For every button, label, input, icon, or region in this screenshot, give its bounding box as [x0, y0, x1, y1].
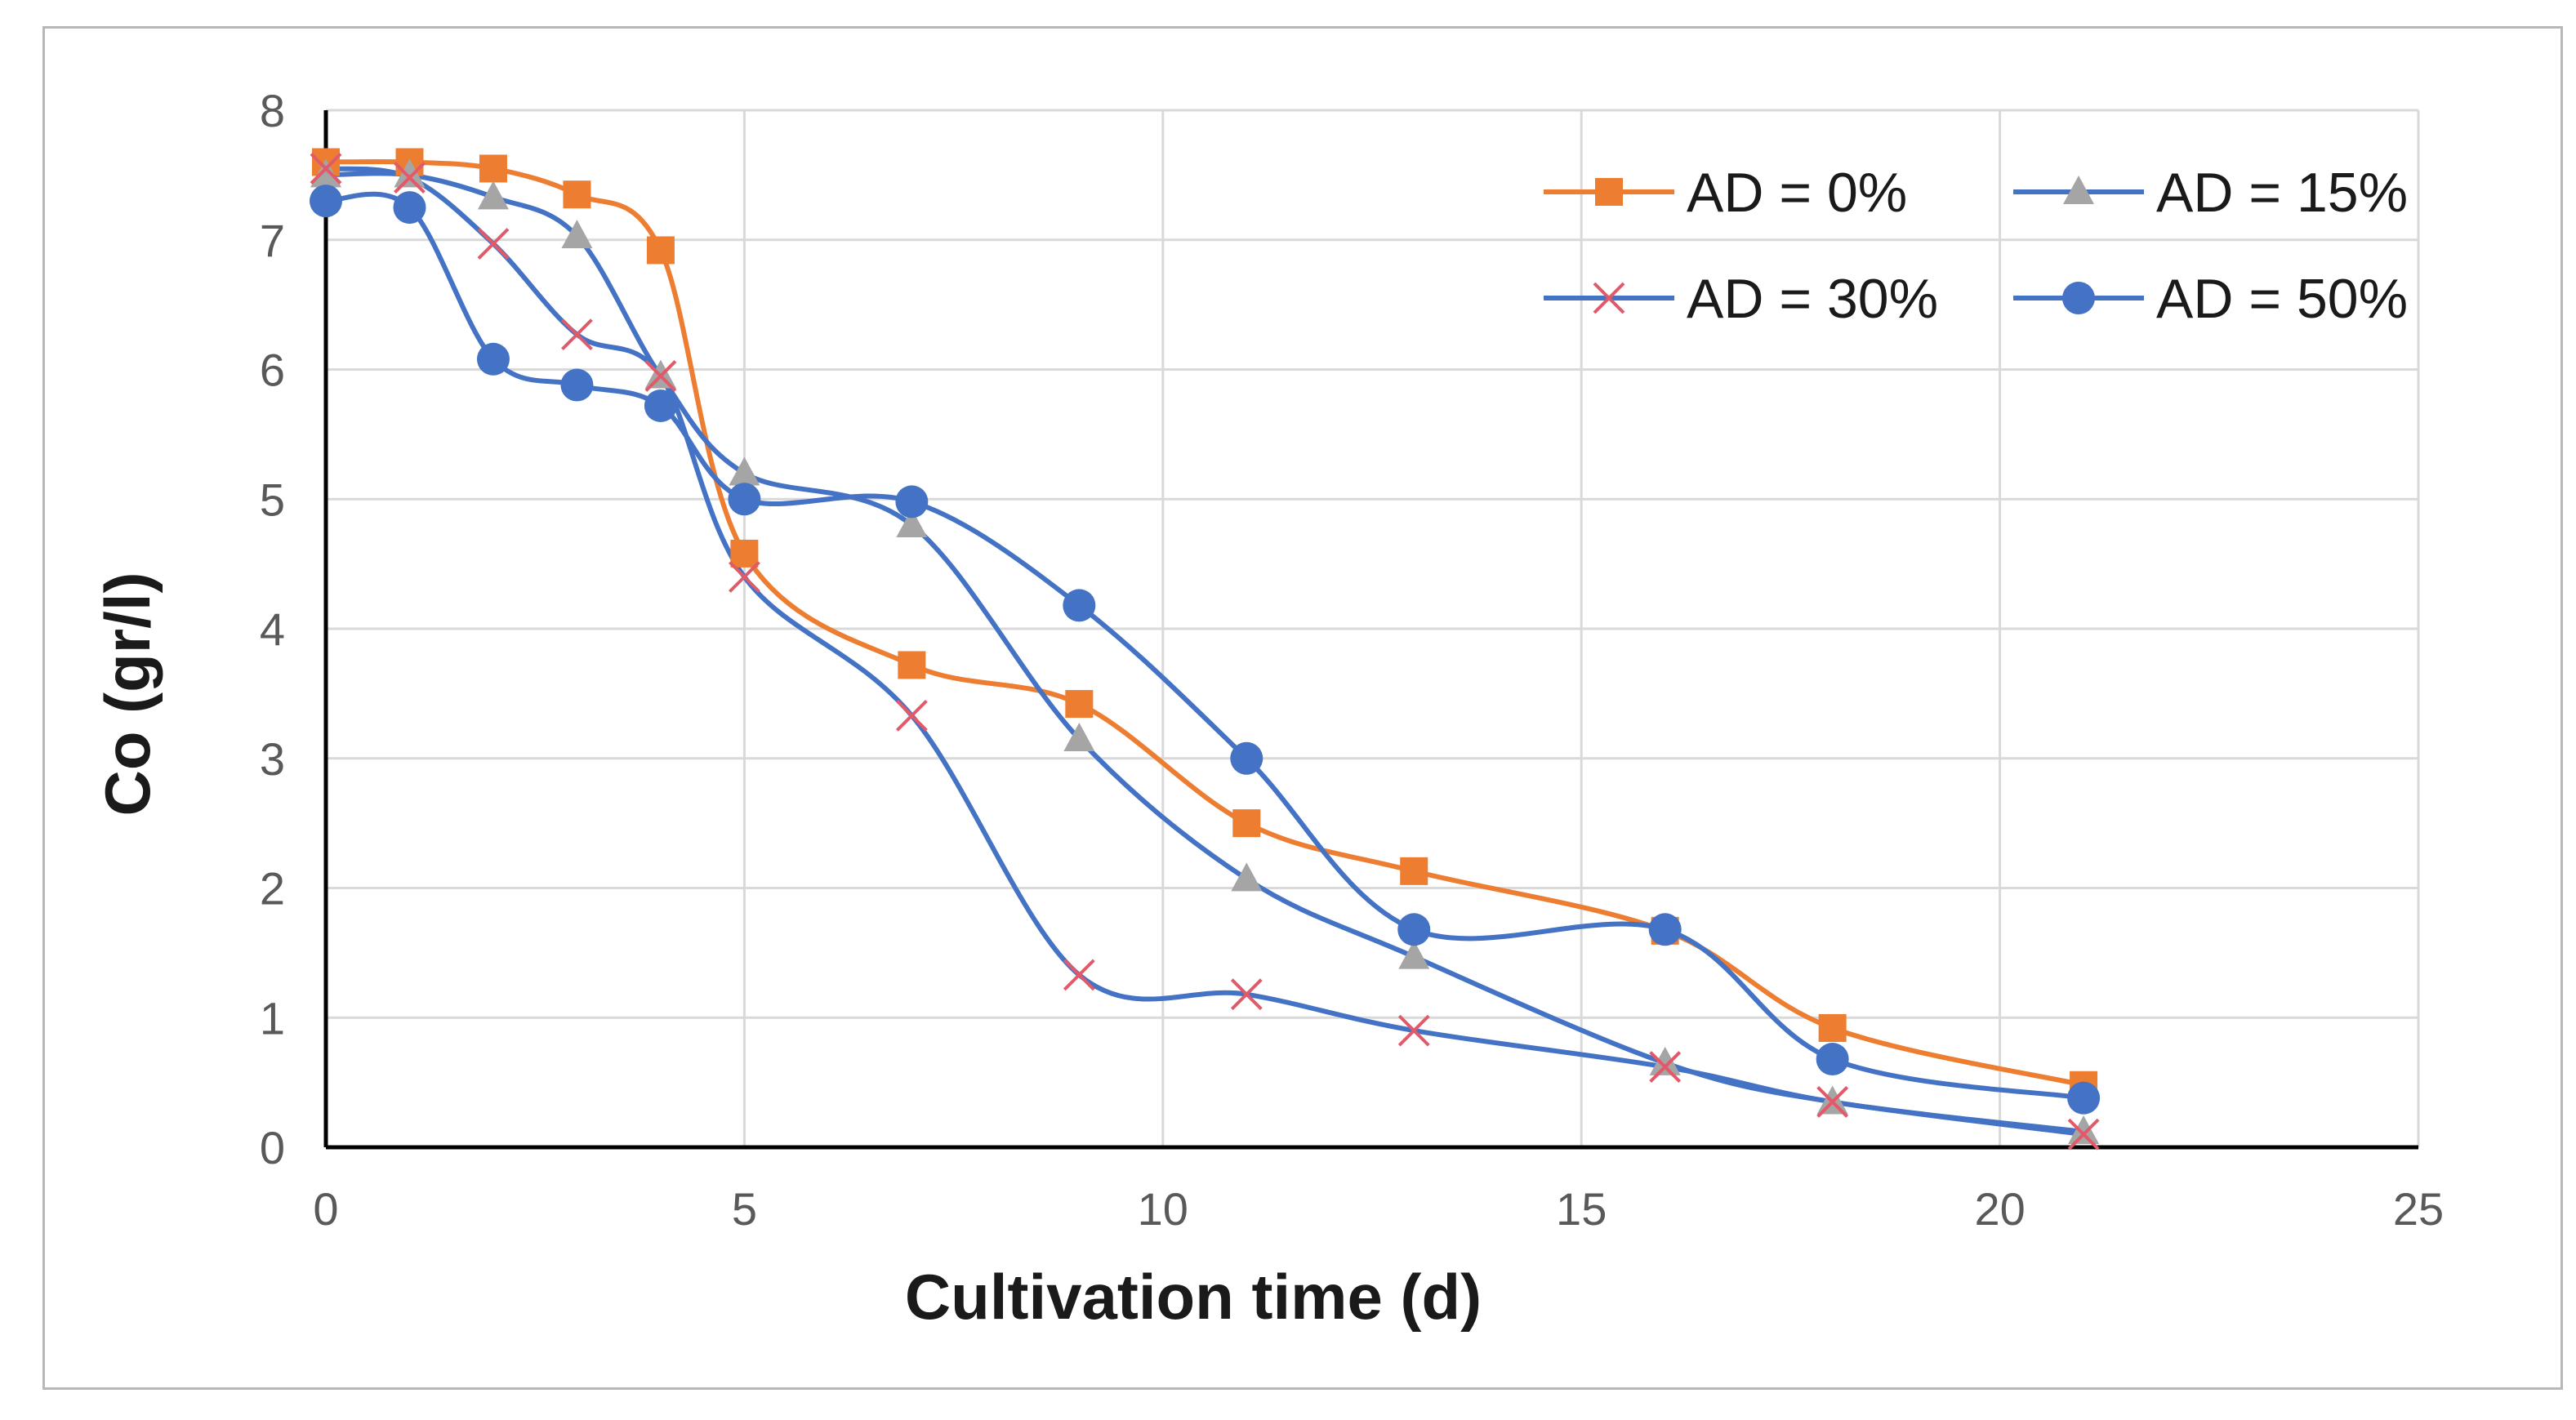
y-tick-label: 6 — [260, 345, 285, 396]
series-lines — [323, 158, 2087, 1137]
data-point-series-3 — [2067, 1118, 2100, 1151]
data-point-series-2 — [1649, 1046, 1681, 1075]
data-point-series-1 — [730, 539, 759, 568]
y-tick-label: 4 — [260, 603, 285, 655]
data-point-series-3 — [310, 153, 342, 185]
data-point-series-2 — [1398, 940, 1430, 969]
x-marker-stroke — [1816, 1086, 1849, 1118]
x-marker-stroke — [1593, 282, 1625, 314]
data-point-series-4 — [560, 368, 594, 402]
x-tick-label: 25 — [2393, 1183, 2444, 1235]
y-tick-label: 5 — [260, 474, 285, 525]
y-tick-label: 1 — [260, 992, 285, 1044]
x-marker-stroke — [1230, 978, 1263, 1011]
series-line-4 — [323, 191, 2087, 1101]
data-point-series-4 — [2067, 1081, 2101, 1115]
data-point-series-3 — [1649, 1051, 1682, 1083]
y-tick-label: 2 — [260, 863, 285, 915]
x-marker-stroke — [2067, 1118, 2100, 1151]
data-point-series-4 — [1230, 741, 1263, 775]
data-point-series-2 — [896, 509, 928, 537]
series-markers — [310, 148, 2101, 1151]
data-point-series-4 — [393, 191, 426, 225]
data-point-series-4 — [728, 483, 761, 516]
x-tick-label: 10 — [1138, 1183, 1188, 1235]
x-marker-stroke — [644, 360, 677, 392]
data-point-series-1 — [1400, 857, 1428, 885]
data-point-series-4 — [1397, 913, 1431, 946]
legend-entry: AD = 50% — [2013, 268, 2408, 330]
x-marker-stroke — [1397, 1014, 1430, 1047]
x-tick-label: 20 — [1974, 1183, 2025, 1235]
data-point-series-3 — [728, 561, 760, 593]
x-marker-stroke — [1063, 959, 1095, 991]
data-point-series-4 — [1816, 1043, 1849, 1076]
x-marker-stroke — [310, 153, 342, 185]
data-point-series-1 — [898, 651, 926, 679]
data-point-series-4 — [1648, 913, 1682, 946]
data-point-series-1 — [563, 180, 591, 209]
data-point-series-1 — [479, 154, 507, 183]
x-marker-stroke — [561, 318, 593, 351]
data-point-series-3 — [1397, 1014, 1430, 1047]
data-point-series-3 — [1063, 959, 1095, 991]
data-point-series-4 — [895, 485, 929, 519]
data-point-series-3 — [1816, 1086, 1849, 1118]
legend-entry: AD = 0% — [1544, 162, 1907, 224]
x-marker-stroke — [1649, 1051, 1682, 1083]
data-point-series-2 — [477, 180, 509, 210]
legend: AD = 0% AD = 15% AD = 30% AD = 50% — [1544, 162, 2408, 330]
tick-labels: 0 1 2 3 4 5 6 7 8 0 5 10 15 20 25 — [260, 85, 2444, 1235]
x-marker-stroke — [477, 228, 510, 260]
data-point-series-2 — [310, 158, 341, 188]
x-tick-label: 0 — [313, 1183, 338, 1235]
data-point-series-3 — [1230, 978, 1263, 1011]
data-point-series-3 — [895, 699, 928, 732]
legend-label: AD = 0% — [1687, 162, 1907, 224]
legend-marker — [1595, 178, 1623, 206]
legend-marker — [2063, 176, 2094, 204]
data-point-series-1 — [646, 236, 675, 265]
legend-entry: AD = 30% — [1544, 268, 1938, 330]
legend-marker — [2062, 282, 2095, 314]
y-tick-label: 7 — [260, 215, 285, 266]
data-point-series-4 — [476, 342, 510, 376]
data-point-series-3 — [477, 228, 510, 260]
x-marker-stroke — [895, 699, 928, 732]
y-axis-title: Co (gr/l) — [91, 572, 163, 817]
data-point-series-1 — [1065, 690, 1094, 719]
data-point-series-4 — [310, 185, 342, 218]
legend-label: AD = 30% — [1687, 268, 1938, 330]
data-point-series-1 — [1232, 809, 1261, 838]
gridlines — [326, 109, 2420, 1147]
x-tick-label: 15 — [1556, 1183, 1607, 1235]
y-tick-label: 0 — [260, 1122, 285, 1173]
legend-label: AD = 50% — [2156, 268, 2408, 330]
data-point-series-2 — [1231, 862, 1263, 892]
data-point-series-3 — [644, 360, 677, 392]
y-tick-label: 3 — [260, 733, 285, 785]
line-chart: 0 1 2 3 4 5 6 7 8 0 5 10 15 20 25 Co (gr/l) Cultivatio… — [91, 85, 2444, 1333]
legend-label: AD = 15% — [2156, 162, 2408, 224]
x-axis-title: Cultivation time (d) — [905, 1261, 1482, 1333]
chart-frame: 0 1 2 3 4 5 6 7 8 0 5 10 15 20 25 Co (gr/l) Cultivatio… — [42, 26, 2563, 1390]
data-point-series-2 — [2068, 1115, 2100, 1144]
data-point-series-2 — [1063, 722, 1095, 751]
data-point-series-2 — [561, 219, 593, 248]
data-point-series-4 — [1063, 589, 1096, 622]
y-tick-label: 8 — [260, 85, 285, 136]
x-marker-stroke — [728, 561, 760, 593]
legend-entry: AD = 15% — [2013, 162, 2408, 224]
x-tick-label: 5 — [732, 1183, 757, 1235]
data-point-series-3 — [394, 162, 426, 194]
data-point-series-2 — [729, 456, 760, 486]
data-point-series-2 — [394, 158, 426, 188]
series-line-3 — [323, 166, 2087, 1137]
data-point-series-1 — [1818, 1013, 1847, 1042]
data-point-series-3 — [561, 318, 593, 351]
data-point-series-4 — [644, 389, 677, 422]
legend-marker — [1593, 282, 1625, 314]
x-marker-stroke — [394, 162, 426, 194]
